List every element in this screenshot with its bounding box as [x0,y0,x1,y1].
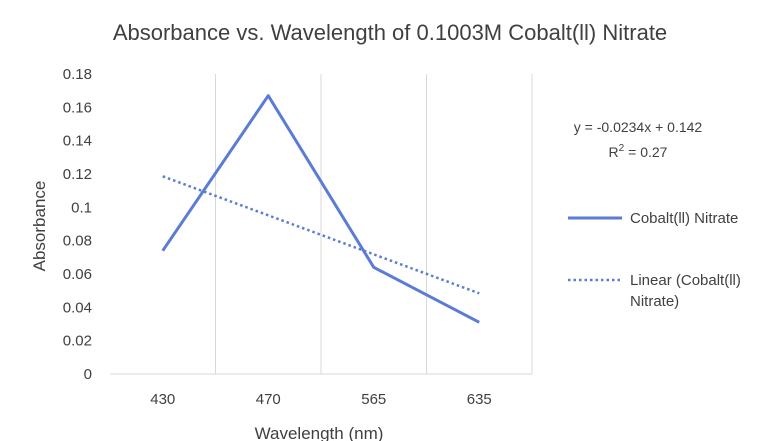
r-squared-base: R [609,144,619,160]
y-tick-label: 0.1 [71,199,92,216]
trendline-linear [162,175,480,295]
x-tick-label: 430 [150,391,175,408]
y-axis-title: Absorbance [30,181,49,272]
x-tick-label: 635 [467,391,492,408]
series-line-cobalt-nitrate [161,94,480,324]
y-tick-labels: 0 0.02 0.04 0.06 0.08 0.1 0.12 0.14 0.16 0.18 [63,66,92,383]
r-squared-label: R2 = 0.27 [609,143,668,160]
legend-label-linear-line2: Nitrate) [630,293,679,310]
trendline-equation: y = -0.0234x + 0.142 [574,119,703,135]
y-tick-label: 0.12 [63,166,92,183]
legend-label-linear-line1: Linear (Cobalt(ll) [630,272,741,289]
x-tick-labels: 430 470 565 635 [150,391,492,408]
y-tick-label: 0.18 [63,66,92,83]
y-tick-label: 0.04 [63,299,92,316]
x-axis-title: Wavelength (nm) [255,424,384,441]
y-tick-label: 0.16 [63,99,92,116]
series-layer [161,94,480,324]
x-tick-label: 470 [256,391,281,408]
r-squared-value: = 0.27 [624,144,667,160]
y-tick-label: 0.06 [63,266,92,283]
y-tick-label: 0.02 [63,333,92,350]
y-tick-label: 0.08 [63,233,92,250]
y-tick-label: 0.14 [63,133,92,150]
legend-label-cobalt-nitrate: Cobalt(ll) Nitrate [630,210,738,227]
x-tick-label: 565 [361,391,386,408]
r-squared-exp: 2 [619,143,625,154]
grid-lines [215,74,533,374]
legend-label-linear-trendline: Linear (Cobalt(ll) Nitrate) [630,272,741,310]
chart-title: Absorbance vs. Wavelength of 0.1003M Cob… [113,20,667,45]
y-tick-label: 0 [84,366,92,383]
legend: Cobalt(ll) Nitrate Linear (Cobalt(ll) Nit… [568,210,741,310]
